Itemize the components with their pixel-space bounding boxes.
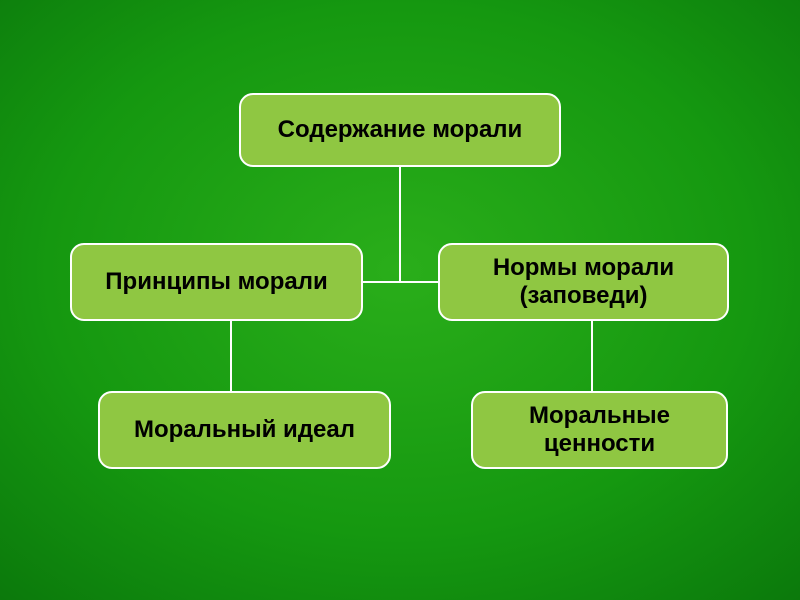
node-principles: Принципы морали xyxy=(70,243,363,321)
slide-background: Содержание морали Принципы морали Нормы … xyxy=(0,0,800,600)
connector-left1-left2 xyxy=(230,321,232,391)
connector-right1-right2 xyxy=(591,321,593,391)
connector-root-down xyxy=(399,167,401,282)
node-root: Содержание морали xyxy=(239,93,561,167)
node-values: Моральные ценности xyxy=(471,391,728,469)
node-principles-label: Принципы морали xyxy=(105,268,327,296)
node-ideal-label: Моральный идеал xyxy=(134,416,355,444)
node-values-label: Моральные ценности xyxy=(483,402,716,457)
node-ideal: Моральный идеал xyxy=(98,391,391,469)
node-root-label: Содержание морали xyxy=(278,116,523,144)
node-norms-label: Нормы морали (заповеди) xyxy=(450,254,717,309)
node-norms: Нормы морали (заповеди) xyxy=(438,243,729,321)
